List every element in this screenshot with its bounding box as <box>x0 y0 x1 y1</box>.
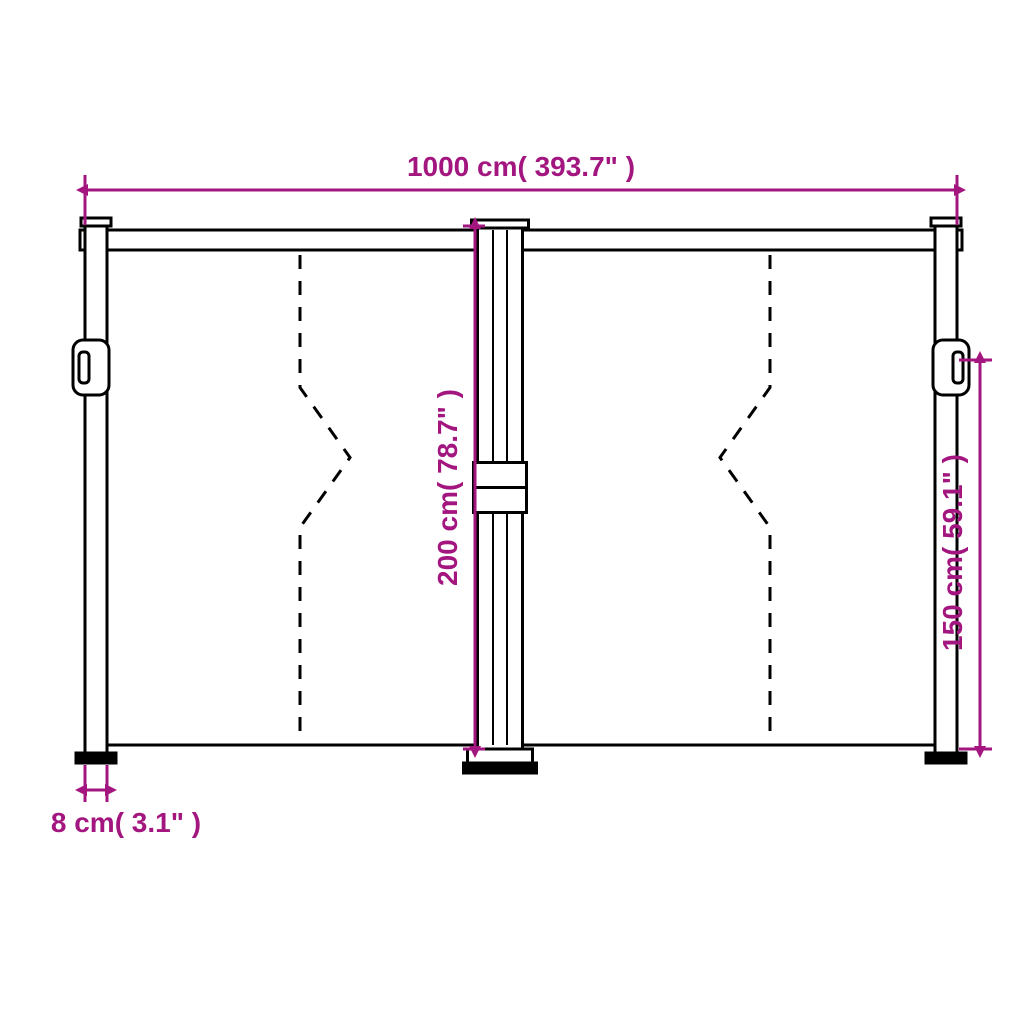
dimension-height-center-label: 200 cm( 78.7" ) <box>432 389 463 586</box>
fold-line-right <box>720 255 770 740</box>
fold-line-left <box>300 255 350 740</box>
dimension-width-label: 1000 cm( 393.7" ) <box>407 151 635 182</box>
product-drawing <box>73 218 969 773</box>
dimensions <box>85 175 992 802</box>
dimension-height-right-label: 150 cm( 59.1" ) <box>937 454 968 651</box>
dimension-post-width-label: 8 cm( 3.1" ) <box>51 807 201 838</box>
